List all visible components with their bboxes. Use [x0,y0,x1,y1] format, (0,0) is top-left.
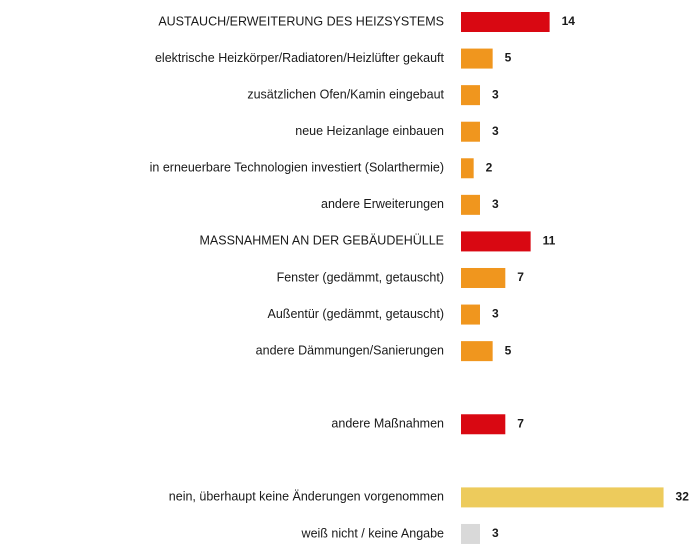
bar [461,304,480,325]
bar [461,85,480,106]
bar [461,267,506,288]
bar [461,158,474,179]
bar [461,341,493,362]
value-label: 14 [562,14,576,28]
value-label: 3 [492,124,499,138]
bar [461,48,493,69]
value-label: 7 [517,270,524,284]
value-label: 2 [486,160,493,174]
category-label: andere Erweiterungen [321,197,444,211]
category-label: in erneuerbare Technologien investiert (… [150,161,444,175]
value-label: 3 [492,87,499,101]
value-label: 32 [676,490,690,504]
category-label: neue Heizanlage einbauen [295,124,444,138]
bar [461,121,480,142]
value-label: 7 [517,416,524,430]
category-label: zusätzlichen Ofen/Kamin eingebaut [247,87,444,101]
value-label: 11 [543,234,556,248]
category-label: Außentür (gedämmt, getauscht) [268,307,444,321]
value-label: 5 [505,51,512,65]
value-label: 3 [492,307,499,321]
category-label: Fenster (gedämmt, getauscht) [277,270,444,284]
value-label: 5 [505,343,512,357]
value-label: 3 [492,526,499,540]
bar [461,194,480,215]
category-label: MASSNAHMEN AN DER GEBÄUDEHÜLLE [199,234,444,248]
category-label: elektrische Heizkörper/Radiatoren/Heizlü… [155,51,445,65]
bar [461,523,480,544]
category-label: andere Dämmungen/Sanierungen [256,343,444,357]
bar [461,487,664,508]
bar [461,12,550,32]
bar [461,231,531,252]
category-label: AUSTAUCH/ERWEITERUNG DES HEIZSYSTEMS [158,14,444,28]
value-label: 3 [492,197,499,211]
category-label: nein, überhaupt keine Änderungen vorgeno… [169,490,444,504]
category-label: weiß nicht / keine Angabe [301,526,444,540]
category-label: andere Maßnahmen [331,417,444,431]
bar [461,414,506,435]
